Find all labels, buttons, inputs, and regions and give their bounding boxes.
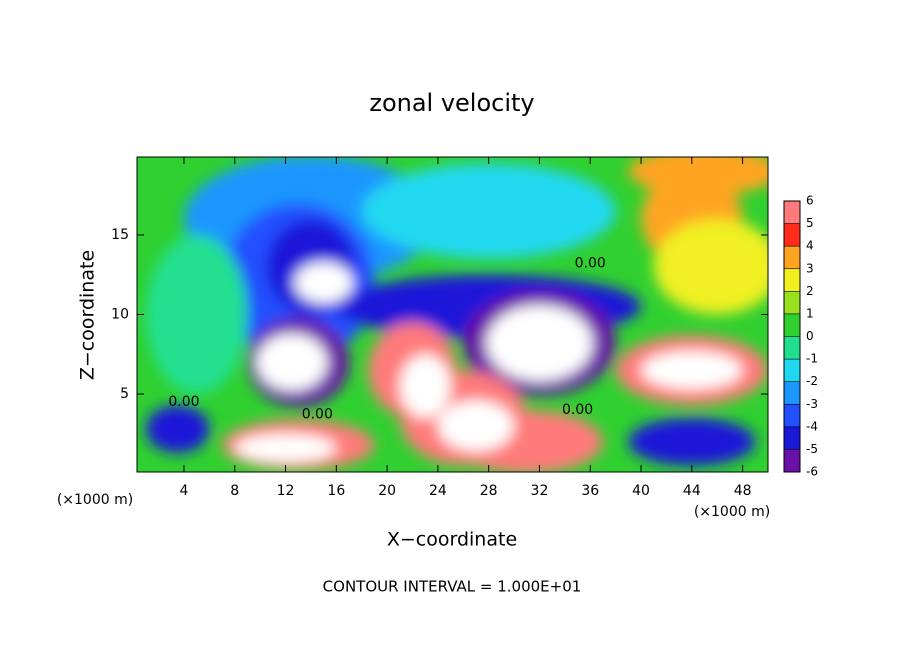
x-tick-label: 48: [734, 483, 752, 499]
x-tick-label: 28: [480, 483, 498, 499]
x-tick-label: 20: [378, 483, 396, 499]
footnote: CONTOUR INTERVAL = 1.000E+01: [323, 578, 582, 596]
colorbar-band: [784, 449, 800, 472]
contour-label: 0.00: [575, 256, 606, 272]
field-blob: [361, 163, 616, 259]
contour-label: 0.00: [302, 407, 333, 423]
y-tick-label: 15: [111, 227, 129, 243]
x-tick-label: 44: [683, 483, 701, 499]
x-tick-label: 32: [531, 483, 549, 499]
field: 0.00 0.00 0.00 0.00: [137, 157, 768, 472]
field-blob: [234, 433, 337, 463]
field-blob: [399, 354, 451, 418]
colorbar-label: -6: [806, 465, 818, 479]
colorbar-band: [784, 313, 800, 337]
colorbar-band: [784, 359, 800, 382]
colorbar-label: 1: [806, 306, 814, 320]
colorbar-label: 0: [806, 329, 814, 343]
chart-title: zonal velocity: [369, 89, 534, 117]
field-blob: [437, 400, 515, 452]
colorbar-band: [784, 336, 800, 360]
colorbar-band: [784, 381, 800, 405]
colorbar-label: -3: [806, 397, 818, 411]
field-blob: [628, 157, 768, 196]
field-blob: [294, 262, 353, 304]
contour-label: 0.00: [562, 402, 593, 418]
colorbar-label: 6: [806, 194, 814, 208]
x-tick-label: 4: [180, 483, 189, 499]
colorbar-label: -5: [806, 442, 818, 456]
x-tick-label: 24: [429, 483, 447, 499]
field-blob: [145, 405, 210, 453]
colorbar-label: -2: [806, 374, 818, 388]
colorbar-frame: [783, 200, 801, 473]
colorbar-label: 5: [806, 216, 814, 230]
x-tick-label: 16: [327, 483, 345, 499]
colorbar-label: -1: [806, 352, 818, 366]
x-tick-label: 36: [581, 483, 599, 499]
colorbar-band: [784, 268, 800, 292]
y-tick-label: 5: [120, 386, 129, 402]
colorbar-band: [784, 246, 800, 269]
x-tick-label: 12: [277, 483, 295, 499]
x-tick-label: 40: [632, 483, 650, 499]
colorbar-band: [784, 223, 800, 247]
y-tick-label: 10: [111, 307, 129, 323]
x-axis-label: X−coordinate: [387, 529, 517, 551]
field-blob: [628, 417, 756, 466]
contour-label: 0.00: [168, 394, 199, 410]
blobs: [145, 157, 768, 472]
x-unit: (×1000 m): [57, 492, 133, 508]
colorbar-label: 3: [806, 261, 814, 275]
field-blob: [653, 219, 768, 315]
colorbar-label: -4: [806, 419, 818, 433]
field-blob: [486, 304, 593, 382]
colorbar-band: [784, 404, 800, 427]
colorbar-label: 2: [806, 284, 814, 298]
y-axis-label: Z−coordinate: [77, 250, 99, 380]
field-blob: [145, 234, 248, 395]
colorbar-band: [784, 426, 800, 450]
colorbar-band: [784, 201, 800, 224]
field-blob: [256, 333, 328, 391]
colorbar-band: [784, 291, 800, 314]
field-blob: [641, 351, 743, 390]
x-tick-label: 8: [230, 483, 239, 499]
y-unit: (×1000 m): [694, 504, 770, 520]
colorbar-label: 4: [806, 239, 814, 253]
